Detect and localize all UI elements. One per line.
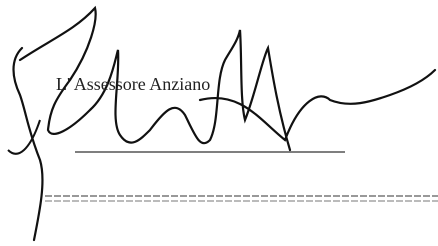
document-page: L' Assessore Anziano (0, 0, 438, 246)
signature-stroke (14, 8, 436, 240)
signatory-title: L' Assessore Anziano (56, 74, 210, 95)
signature-layer (0, 0, 438, 246)
